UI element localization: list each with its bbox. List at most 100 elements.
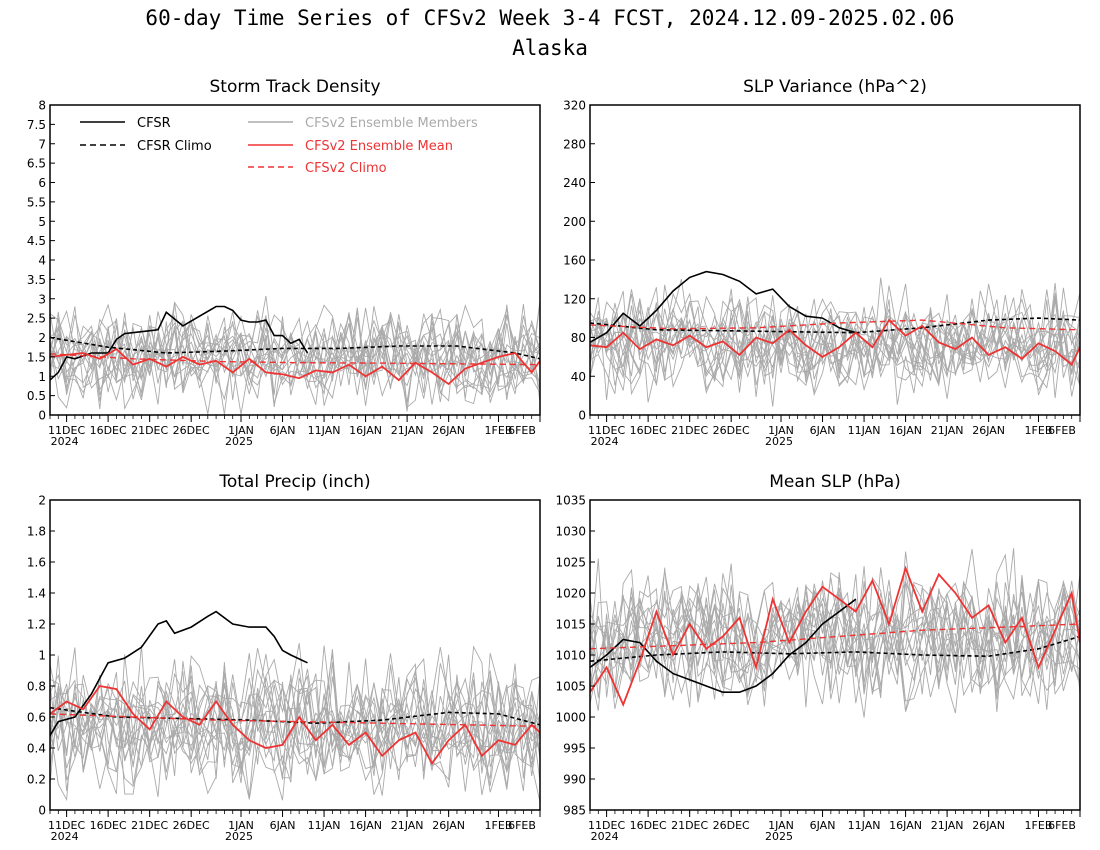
y-tick-label: 7.5 xyxy=(27,118,46,132)
ensemble-member-line xyxy=(590,294,1080,379)
x-tick-label: 21DEC xyxy=(131,819,168,832)
y-tick-label: 1035 xyxy=(555,494,586,508)
legend-cfsr-climo-label: CFSR Climo xyxy=(137,139,212,154)
y-tick-label: 1.5 xyxy=(27,350,46,364)
y-tick-label: 0.6 xyxy=(27,711,46,725)
x-tick-label: 1FEB xyxy=(1025,424,1053,437)
ensemble-member-line xyxy=(50,645,540,795)
legend-cfsr-label: CFSR xyxy=(137,116,171,131)
ensemble-mean-line xyxy=(590,565,1080,707)
y-tick-label: 1.2 xyxy=(27,618,46,632)
x-tick-label: 11JAN xyxy=(848,819,881,832)
y-tick-label: 1020 xyxy=(555,587,586,601)
y-tick-label: 4 xyxy=(38,254,46,268)
x-tick-label: 16JAN xyxy=(349,424,382,437)
y-tick-label: 3 xyxy=(38,292,46,306)
x-tick-label: 11JAN xyxy=(308,819,341,832)
x-tick-label: 1JAN xyxy=(768,424,794,437)
legend-cfsv2-climo-label: CFSv2 Climo xyxy=(305,161,387,176)
x-tick-label: 26JAN xyxy=(432,424,465,437)
ensemble-member-line xyxy=(50,301,540,391)
ensemble-members xyxy=(50,643,540,802)
ensemble-member-line xyxy=(590,563,1080,712)
y-tick-label: 2 xyxy=(38,494,46,508)
y-tick-label: 280 xyxy=(563,137,586,151)
y-tick-label: 990 xyxy=(563,773,586,787)
y-tick-label: 1005 xyxy=(555,680,586,694)
x-tick-label: 6JAN xyxy=(810,819,836,832)
x-tick-label: 16DEC xyxy=(90,819,127,832)
x-tick-year: 2025 xyxy=(225,830,253,843)
ensemble-member-line xyxy=(590,571,1080,714)
cfsv2-climo-line xyxy=(590,623,1080,650)
ensemble-member-line xyxy=(590,567,1080,709)
ensemble-member-line xyxy=(50,304,540,396)
panel-title: Mean SLP (hPa) xyxy=(769,472,901,492)
x-tick-label: 26DEC xyxy=(713,819,750,832)
y-tick-label: 3.5 xyxy=(27,273,46,287)
y-tick-label: 5 xyxy=(38,215,46,229)
figure-subtitle: Alaska xyxy=(512,36,588,60)
ensemble-member-line xyxy=(50,307,540,404)
ensemble-member-line xyxy=(50,304,540,405)
y-tick-label: 1 xyxy=(38,370,46,384)
y-tick-label: 0.8 xyxy=(27,680,46,694)
y-tick-label: 5.5 xyxy=(27,195,46,209)
x-tick-label: 11DEC xyxy=(48,424,85,437)
y-tick-label: 200 xyxy=(563,215,586,229)
y-tick-label: 2.5 xyxy=(27,312,46,326)
x-tick-label: 11JAN xyxy=(308,424,341,437)
x-tick-year: 2025 xyxy=(225,435,253,448)
legend: CFSR CFSR Climo CFSv2 Ensemble Members C… xyxy=(80,116,478,176)
ensemble-member-line xyxy=(50,647,540,793)
x-tick-label: 16DEC xyxy=(630,424,667,437)
y-tick-label: 1000 xyxy=(555,711,586,725)
y-tick-label: 1.6 xyxy=(27,556,46,570)
cfsr-line xyxy=(590,598,857,694)
y-tick-label: 1025 xyxy=(555,556,586,570)
ensemble-member-line xyxy=(590,282,1080,385)
ensemble-members xyxy=(590,548,1080,718)
y-tick-label: 1015 xyxy=(555,618,586,632)
cfsr-line xyxy=(50,305,309,381)
x-tick-label: 21JAN xyxy=(931,819,964,832)
ensemble-member-line xyxy=(50,303,540,402)
ensemble-member-line xyxy=(590,298,1080,397)
ensemble-mean-line xyxy=(50,347,540,386)
ensemble-member-line xyxy=(50,648,540,792)
x-tick-year: 2024 xyxy=(51,830,79,843)
ensemble-member-line xyxy=(50,304,540,411)
y-tick-label: 0.2 xyxy=(27,773,46,787)
x-tick-label: 6FEB xyxy=(1048,819,1076,832)
x-tick-label: 16DEC xyxy=(90,424,127,437)
x-tick-label: 21DEC xyxy=(671,819,708,832)
panel-total-precip: Total Precip (inch) 0 0.2 0.4 0.6 0.8 1 1.2 1.4 1… xyxy=(27,472,541,843)
y-tick-label: 985 xyxy=(563,804,586,818)
y-tick-label: 40 xyxy=(571,370,586,384)
ensemble-member-line xyxy=(590,566,1080,699)
x-tick-label: 16JAN xyxy=(889,819,922,832)
panel-storm-track-density: Storm Track Density 0 0.5 1 1.5 2 2.5 3 3.5 4 4.5 5… xyxy=(27,77,541,448)
plot-frame xyxy=(49,499,541,811)
y-tick-label: 120 xyxy=(563,292,586,306)
ensemble-member-line xyxy=(590,551,1080,695)
x-tick-label: 26DEC xyxy=(173,819,210,832)
y-tick-label: 1010 xyxy=(555,649,586,663)
x-tick-year: 2025 xyxy=(765,830,793,843)
y-tick-label: 240 xyxy=(563,176,586,190)
ensemble-mean-line xyxy=(590,318,1080,367)
x-tick-label: 11DEC xyxy=(588,819,625,832)
x-tick-label: 6JAN xyxy=(270,819,296,832)
x-tick-label: 26JAN xyxy=(972,424,1005,437)
y-tick-label: 1.8 xyxy=(27,525,46,539)
ensemble-member-line xyxy=(50,647,540,796)
x-tick-label: 21JAN xyxy=(391,424,424,437)
y-tick-label: 7 xyxy=(38,137,46,151)
y-tick-label: 4.5 xyxy=(27,234,46,248)
x-tick-year: 2024 xyxy=(591,435,619,448)
y-tick-label: 320 xyxy=(563,99,586,113)
panel-mean-slp: Mean SLP (hPa) 985 990 995 1000 1005 1010 1015 1… xyxy=(555,472,1081,843)
ensemble-member-line xyxy=(50,653,540,785)
y-tick-label: 0.4 xyxy=(27,742,46,756)
